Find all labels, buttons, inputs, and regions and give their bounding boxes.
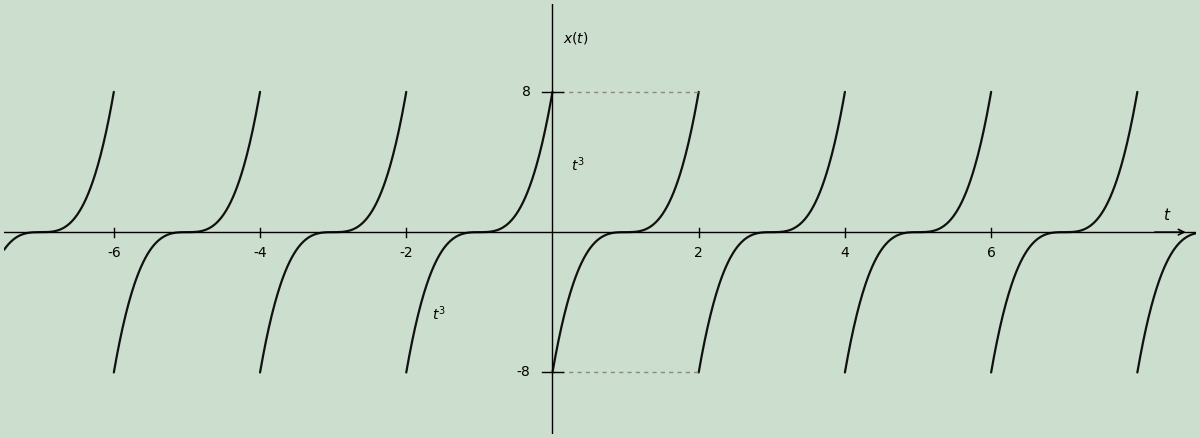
Text: 6: 6 [986, 246, 996, 260]
Text: 4: 4 [840, 246, 850, 260]
Text: -6: -6 [107, 246, 121, 260]
Text: -4: -4 [253, 246, 266, 260]
Text: $x(t)$: $x(t)$ [564, 31, 589, 46]
Text: $t^3$: $t^3$ [432, 304, 445, 323]
Text: 2: 2 [695, 246, 703, 260]
Text: -8: -8 [517, 365, 530, 379]
Text: $t$: $t$ [1163, 206, 1171, 223]
Text: $t^3$: $t^3$ [571, 155, 584, 174]
Text: -2: -2 [400, 246, 413, 260]
Text: 8: 8 [522, 85, 530, 99]
